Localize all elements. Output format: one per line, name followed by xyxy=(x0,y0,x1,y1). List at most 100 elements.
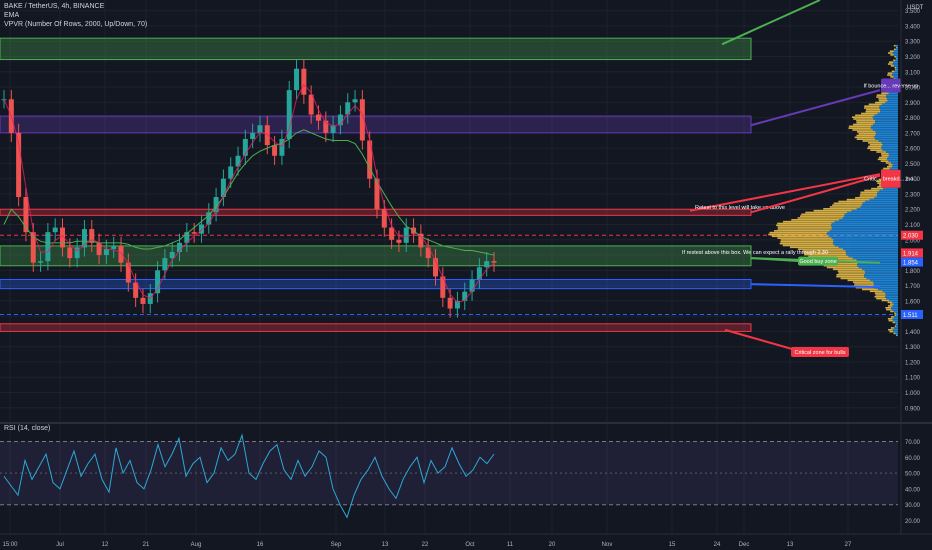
vp-down-bar xyxy=(847,279,871,282)
vp-down-bar xyxy=(797,217,843,219)
vp-down-bar xyxy=(869,143,883,146)
price-tick-label: 2.500 xyxy=(905,162,921,168)
vp-down-bar xyxy=(865,109,881,111)
candle-body xyxy=(484,261,490,268)
candle-body xyxy=(45,232,51,262)
vp-down-bar xyxy=(893,59,896,62)
vp-down-bar xyxy=(771,235,829,238)
vp-up-bar xyxy=(834,244,898,247)
vp-down-bar xyxy=(777,228,832,230)
callout-box xyxy=(881,78,901,93)
time-tick-label: 13 xyxy=(787,542,794,548)
vp-down-bar xyxy=(779,242,833,245)
vp-down-bar xyxy=(862,140,879,142)
vp-down-bar xyxy=(874,292,886,294)
trend-arrow xyxy=(721,0,821,46)
time-tick-label: Dec xyxy=(739,542,750,548)
time-tick-label: Jul xyxy=(56,542,64,548)
vp-up-bar xyxy=(833,241,898,243)
price-badge xyxy=(901,309,923,319)
symbol-title: BAKE / TetherUS, 4h, BINANCE xyxy=(4,3,105,10)
currency-label: USDT xyxy=(907,5,924,11)
rsi-tick-label: 60.00 xyxy=(905,456,921,462)
green-zone xyxy=(0,37,752,61)
vp-down-bar xyxy=(871,187,884,190)
vp-down-bar xyxy=(876,94,887,96)
candle-body xyxy=(345,102,351,115)
vp-up-bar xyxy=(857,262,898,265)
candle-body xyxy=(74,247,80,259)
vp-down-bar xyxy=(774,230,830,232)
candle-body xyxy=(103,248,109,256)
vp-down-bar xyxy=(891,70,895,73)
candle-body xyxy=(89,229,95,243)
time-tick-label: 22 xyxy=(422,542,429,548)
candle-body xyxy=(140,297,146,304)
vp-up-bar xyxy=(851,209,898,212)
vp-up-bar xyxy=(838,246,898,249)
vp-up-bar xyxy=(844,215,898,217)
ema-label: EMA xyxy=(4,12,20,19)
vp-up-bar xyxy=(895,44,898,47)
vp-up-bar xyxy=(826,233,898,236)
candle-body xyxy=(264,125,270,146)
vpvr-legend[interactable]: VPVR (Number Of Rows, 2000, Up/Down, 70) xyxy=(4,21,149,28)
vp-up-bar xyxy=(879,107,898,109)
candle-body xyxy=(418,233,424,248)
rsi-legend[interactable]: RSI (14, close) xyxy=(4,425,52,432)
red-zone xyxy=(0,323,752,332)
time-tick-label: 15 xyxy=(669,542,676,548)
candle-body xyxy=(228,166,234,179)
vp-down-bar xyxy=(878,99,888,102)
vp-down-bar xyxy=(855,197,875,199)
vp-down-bar xyxy=(887,52,893,54)
vp-down-bar xyxy=(874,295,886,298)
candle-body xyxy=(162,258,168,271)
vp-up-bar xyxy=(871,125,898,128)
vp-up-bar xyxy=(886,151,898,153)
callout-box xyxy=(881,169,901,188)
ma-line xyxy=(3,83,495,303)
vp-up-bar xyxy=(896,334,898,337)
blue-zone xyxy=(0,278,752,290)
vp-up-bar xyxy=(885,294,898,296)
price-tick-label: 2.100 xyxy=(905,223,921,229)
time-tick-label: Oct xyxy=(465,542,475,548)
vp-down-bar xyxy=(894,325,897,327)
vp-up-bar xyxy=(894,321,898,324)
vp-down-bar xyxy=(777,222,832,225)
vp-down-bar xyxy=(801,213,845,216)
rsi-pane[interactable] xyxy=(0,433,898,519)
vp-down-bar xyxy=(869,290,883,293)
vp-up-bar xyxy=(870,279,898,282)
price-badge xyxy=(901,248,923,258)
callout-arrow xyxy=(750,174,881,214)
candle-body xyxy=(389,227,395,240)
price-tick-label: 1.800 xyxy=(905,269,921,275)
annotation-callouts[interactable]: Retest to this level will take us above I… xyxy=(682,0,918,358)
vp-up-bar xyxy=(896,325,898,327)
vp-down-bar xyxy=(893,332,896,335)
vp-down-bar xyxy=(890,310,894,313)
vp-down-bar xyxy=(886,308,892,311)
time-tick-label: 24 xyxy=(714,542,721,548)
ema-legend[interactable]: EMA xyxy=(4,12,21,19)
vp-up-bar xyxy=(864,273,898,276)
vp-down-bar xyxy=(881,154,889,157)
vp-up-bar xyxy=(892,52,898,54)
time-tick-label: Aug xyxy=(191,542,202,548)
vp-up-bar xyxy=(888,92,898,95)
vp-down-bar xyxy=(881,299,890,302)
vp-down-bar xyxy=(826,266,859,269)
rsi-tick-label: 50.00 xyxy=(905,472,921,478)
vp-up-bar xyxy=(829,230,898,232)
symbol-legend[interactable]: BAKE / TetherUS, 4h, BINANCE xyxy=(4,3,106,10)
vp-up-bar xyxy=(874,197,898,199)
vp-down-bar xyxy=(782,220,835,223)
candle-body xyxy=(315,114,321,121)
vp-down-bar xyxy=(888,305,893,307)
candle-body xyxy=(381,209,387,228)
vp-up-bar xyxy=(831,222,898,225)
vp-down-bar xyxy=(875,294,886,296)
